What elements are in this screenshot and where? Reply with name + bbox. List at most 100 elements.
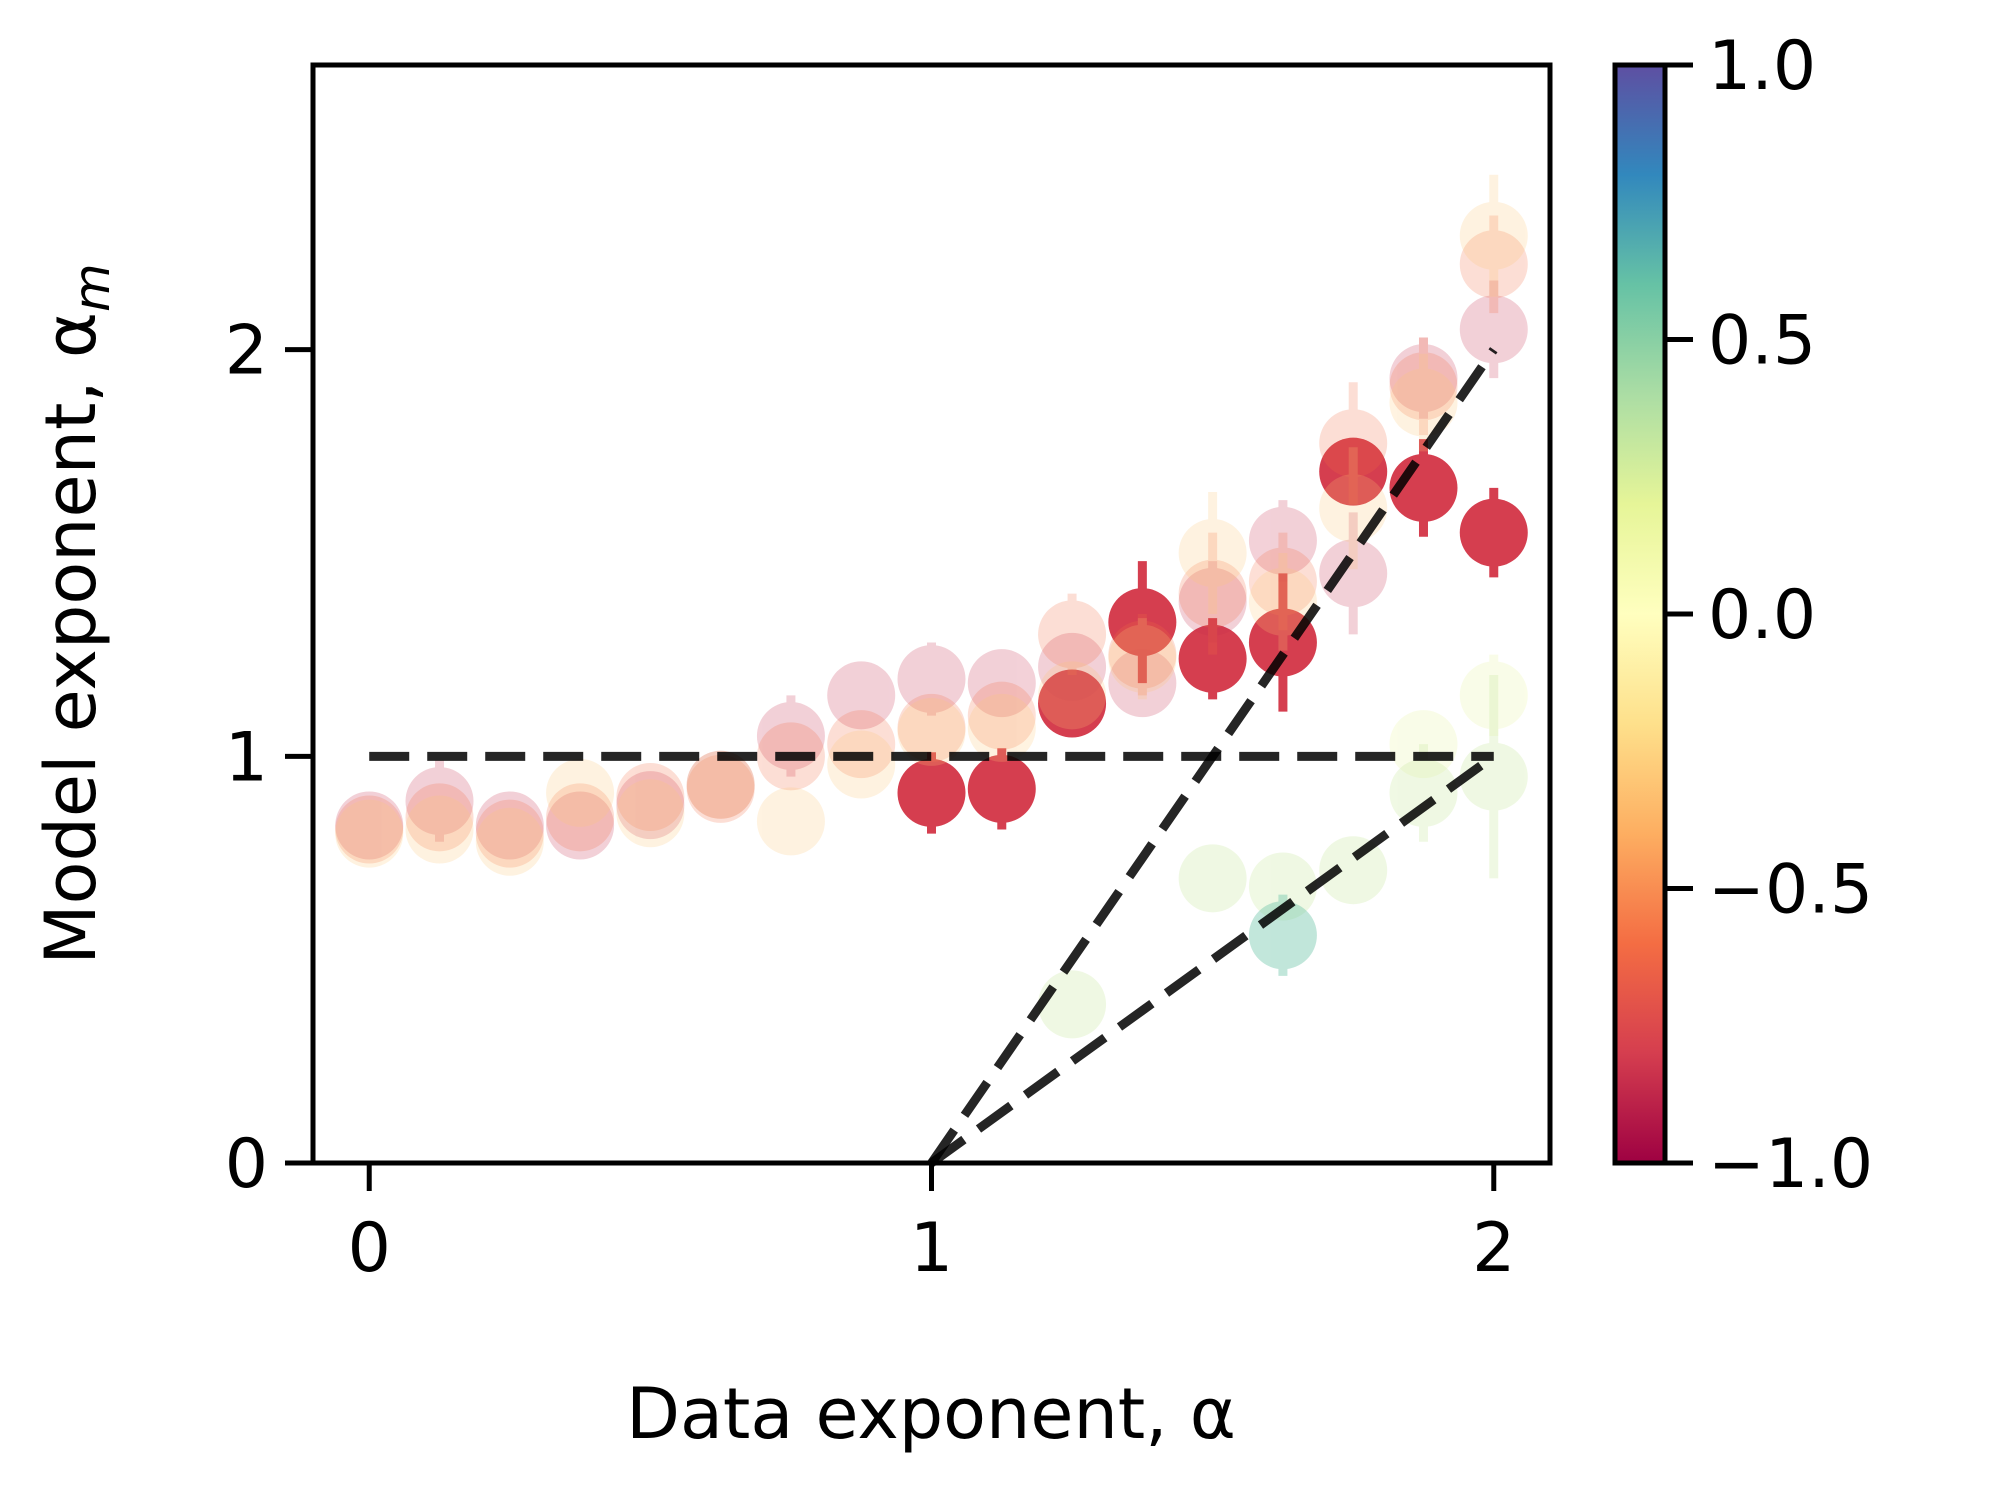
data-point bbox=[1178, 492, 1247, 614]
data-point bbox=[1108, 618, 1177, 700]
marker bbox=[967, 754, 1036, 823]
marker bbox=[616, 763, 685, 831]
marker bbox=[475, 799, 544, 868]
data-point bbox=[1248, 500, 1317, 582]
marker bbox=[827, 730, 896, 799]
marker bbox=[967, 681, 1036, 750]
marker bbox=[1178, 519, 1247, 587]
marker bbox=[1038, 632, 1107, 701]
data-point bbox=[1038, 593, 1107, 675]
data-point bbox=[897, 693, 966, 762]
marker bbox=[1459, 230, 1528, 299]
data-point bbox=[1038, 661, 1107, 730]
data-point bbox=[827, 710, 896, 779]
marker bbox=[546, 791, 615, 860]
data-point bbox=[1389, 710, 1458, 779]
data-point bbox=[686, 750, 755, 819]
marker bbox=[1389, 710, 1458, 779]
data-point bbox=[1389, 337, 1458, 419]
data-point bbox=[616, 763, 685, 831]
data-point bbox=[827, 661, 896, 730]
marker bbox=[335, 795, 404, 864]
data-point bbox=[1459, 280, 1528, 379]
reference-line bbox=[927, 347, 1498, 1166]
marker bbox=[1389, 758, 1458, 827]
marker bbox=[616, 771, 685, 840]
data-point bbox=[1178, 561, 1247, 643]
marker bbox=[1459, 295, 1528, 364]
marker bbox=[1178, 567, 1247, 636]
y-tick-label: 0 bbox=[225, 1125, 268, 1204]
data-point bbox=[897, 697, 966, 766]
data-point bbox=[1248, 553, 1317, 651]
y-tick-label: 2 bbox=[225, 312, 268, 391]
marker bbox=[1178, 559, 1247, 628]
data-point bbox=[1178, 844, 1247, 913]
marker bbox=[686, 754, 755, 823]
marker bbox=[827, 710, 896, 779]
marker bbox=[475, 791, 544, 860]
data-point bbox=[546, 758, 615, 827]
data-point bbox=[616, 779, 685, 848]
y-tick-label: 1 bbox=[225, 718, 268, 797]
data-point bbox=[1108, 561, 1177, 684]
colorbar-tick-label: 1.0 bbox=[1708, 27, 1816, 106]
data-point bbox=[1038, 669, 1107, 738]
marker bbox=[1178, 844, 1247, 913]
marker bbox=[1319, 836, 1388, 905]
colorbar-ticks: 1.0 0.5 0.0 −0.5 −1.0 bbox=[1665, 27, 1873, 1204]
marker bbox=[1389, 368, 1458, 437]
marker bbox=[335, 799, 404, 868]
data-point bbox=[1459, 654, 1528, 736]
marker bbox=[1108, 588, 1177, 657]
colorbar: 1.0 0.5 0.0 −0.5 −1.0 bbox=[1612, 27, 1873, 1204]
marker bbox=[1389, 344, 1458, 413]
marker bbox=[1459, 498, 1528, 567]
marker bbox=[405, 783, 474, 852]
colorbar-tick-label: −0.5 bbox=[1708, 851, 1873, 930]
marker bbox=[475, 807, 544, 876]
data-point bbox=[1319, 382, 1388, 505]
y-axis-label-subscript: m bbox=[63, 263, 121, 312]
marker bbox=[1459, 661, 1528, 730]
y-axis-label-main: Model exponent, α bbox=[30, 312, 112, 965]
data-point bbox=[1319, 437, 1388, 506]
y-axis-label: Model exponent, αm bbox=[30, 263, 121, 965]
data-point bbox=[1038, 632, 1107, 701]
data-point bbox=[405, 760, 474, 842]
data-point bbox=[1389, 337, 1458, 436]
x-tick-label: 2 bbox=[1472, 1209, 1515, 1288]
data-point bbox=[967, 748, 1036, 830]
marker bbox=[1038, 669, 1107, 738]
marker bbox=[1248, 547, 1317, 616]
marker bbox=[897, 645, 966, 714]
marker bbox=[1108, 649, 1177, 718]
axes-frame bbox=[310, 62, 1553, 1166]
data-point bbox=[405, 783, 474, 852]
marker bbox=[897, 693, 966, 762]
marker bbox=[897, 697, 966, 766]
data-point bbox=[686, 750, 755, 819]
marker bbox=[1248, 567, 1317, 636]
colorbar-tick-label: 0.0 bbox=[1708, 576, 1816, 655]
marker bbox=[756, 787, 825, 856]
marker bbox=[335, 791, 404, 860]
marker bbox=[1108, 624, 1177, 693]
data-point bbox=[1459, 215, 1528, 314]
data-point bbox=[475, 791, 544, 860]
marker bbox=[546, 783, 615, 852]
data-point bbox=[756, 787, 825, 856]
data-point bbox=[1248, 532, 1317, 631]
data-point bbox=[1248, 852, 1317, 921]
data-point bbox=[546, 783, 615, 852]
marker bbox=[1248, 852, 1317, 921]
marker bbox=[1038, 661, 1107, 730]
marker bbox=[1319, 437, 1388, 506]
data-point bbox=[546, 791, 615, 860]
data-point bbox=[1459, 174, 1528, 297]
marker bbox=[686, 750, 755, 819]
data-point bbox=[1459, 487, 1528, 578]
marker bbox=[546, 758, 615, 827]
data-point bbox=[897, 752, 966, 834]
